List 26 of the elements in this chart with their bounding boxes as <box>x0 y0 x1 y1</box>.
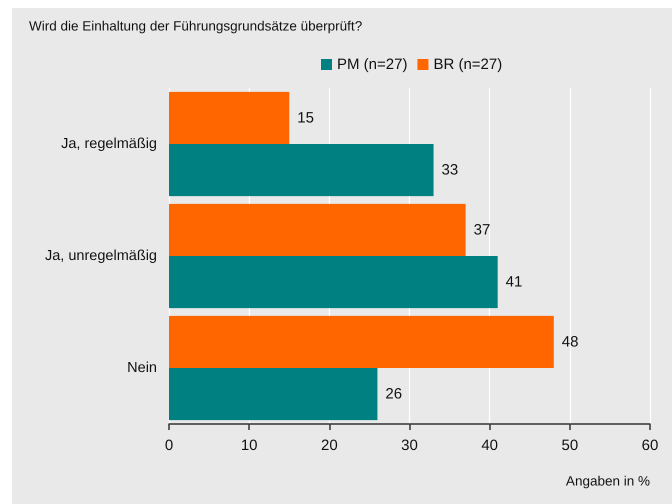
bar <box>169 256 498 308</box>
bar <box>169 144 434 196</box>
y-tick-label: Ja, unregelmäßig <box>44 248 157 264</box>
x-tick-label: 60 <box>642 437 658 454</box>
legend-label: PM (n=27) <box>337 56 408 73</box>
bar <box>169 204 466 256</box>
data-label: 41 <box>506 274 522 291</box>
x-axis-title: Angaben in % <box>566 474 650 488</box>
data-label: 33 <box>442 162 458 179</box>
x-tick-label: 0 <box>164 437 174 454</box>
legend-label: BR (n=27) <box>433 56 502 73</box>
x-tick-label: 40 <box>481 437 498 454</box>
data-label: 48 <box>562 333 578 350</box>
data-label: 26 <box>385 386 402 403</box>
bar <box>169 368 378 420</box>
x-tick-label: 20 <box>320 437 338 454</box>
data-label: 37 <box>474 221 490 238</box>
chart-title: Wird die Einhaltung der Führungsgrundsätze überprüft? <box>29 18 362 34</box>
y-tick-label: Nein <box>127 360 157 376</box>
y-tick-label: Ja, regelmäßig <box>61 136 157 152</box>
bar <box>169 92 290 144</box>
bar <box>169 316 554 368</box>
x-tick-label: 50 <box>561 437 578 454</box>
data-label: 15 <box>297 109 314 126</box>
x-tick-label: 10 <box>240 437 258 454</box>
x-tick-label: 30 <box>401 437 418 454</box>
